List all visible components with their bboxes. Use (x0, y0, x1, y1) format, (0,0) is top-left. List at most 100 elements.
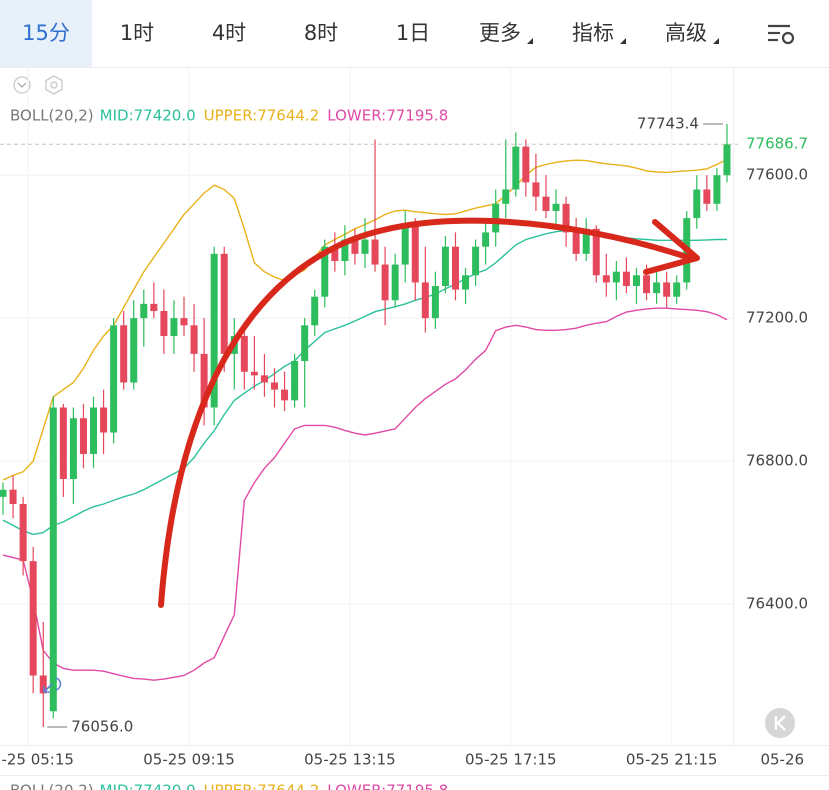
collapse-icon[interactable] (13, 76, 31, 94)
reset-button-glyph (774, 715, 786, 731)
legend-entry: UPPER:77644.2 (204, 107, 320, 125)
candle-body (170, 318, 178, 337)
marker-icon (43, 677, 62, 693)
candle-body (673, 282, 681, 297)
tab[interactable]: 指标 (572, 21, 614, 45)
tab[interactable]: 更多 (479, 21, 521, 45)
candle-body (291, 361, 299, 401)
candle-body (632, 275, 640, 286)
candle-body (663, 282, 671, 297)
candle-body (9, 489, 17, 504)
tab[interactable]: 4时 (212, 21, 246, 45)
candle-body (210, 253, 218, 408)
candle-body (472, 246, 480, 276)
candle-body (240, 336, 248, 372)
indicator-label: BOLL(20,2) (10, 107, 94, 125)
candle-body (512, 146, 520, 190)
max-label: 77743.4 (637, 114, 699, 132)
candle-body (552, 203, 560, 211)
candle-body (180, 318, 188, 326)
candle-body (120, 325, 128, 383)
candle-body (592, 228, 600, 276)
legend-entry: MID:77420.0 (100, 107, 196, 125)
candle-body (462, 275, 470, 290)
x-tick-label: 05-25 05:15 (0, 751, 74, 769)
last-price-box (738, 133, 829, 156)
legend: BOLL(20,2) MID:77420.0 UPPER:77644.2 LOWER:… (10, 107, 448, 125)
collapse-icon-chevron (17, 82, 27, 88)
candle-body (59, 407, 67, 479)
candle-body (653, 282, 661, 294)
tab[interactable]: 1时 (120, 21, 154, 45)
candle-body (260, 375, 268, 383)
candle-body (79, 418, 87, 454)
candle-body (190, 325, 198, 354)
candle-body (110, 325, 118, 433)
tab[interactable]: 1日 (396, 21, 430, 45)
y-tick-label: 76800.0 (746, 452, 808, 470)
reset-button[interactable] (765, 708, 795, 738)
tab[interactable]: 8时 (304, 21, 338, 45)
tab-dropdown-caret (527, 38, 533, 44)
candle-body (200, 353, 208, 408)
tab[interactable]: 15分 (22, 21, 70, 45)
tab-dropdown-caret (620, 38, 626, 44)
candle-body (451, 246, 459, 290)
candle-body (411, 225, 419, 283)
candle-body (492, 203, 500, 233)
candle-body (391, 264, 399, 301)
candle-body (421, 282, 429, 319)
candle-body (341, 239, 349, 261)
legend-lower-pane: BOLL(20,2) MID:77420.0 UPPER:77644.2 LOWER:… (10, 782, 448, 790)
candle-body (522, 146, 530, 183)
candle-body (703, 189, 711, 204)
trend-arrow (158, 217, 693, 608)
indicator-line (2, 307, 728, 681)
candle-body (311, 296, 319, 326)
tab[interactable]: 高级 (665, 21, 707, 45)
candle-body (441, 246, 449, 286)
candle-body (612, 271, 620, 283)
candle-body (160, 311, 168, 337)
candle-body (542, 196, 550, 211)
plot-area: 76400.0 76800.0 77200.0 77600.0 77743.4 76056… (0, 68, 808, 745)
legend-entry: UPPER:77644.2 (204, 782, 320, 790)
candle-body (331, 246, 339, 261)
candle-body (220, 253, 228, 354)
tab-bar: 15分 1时 4时 8时 1日 更多 指标 高级 (0, 0, 829, 68)
last-price-label: 77686.7 (746, 135, 808, 153)
tab-dropdown-caret (713, 38, 719, 44)
candle-body (602, 275, 610, 283)
candle-body (572, 232, 580, 254)
x-tick-label: 05-25 13:15 (304, 751, 396, 769)
x-tick-label: 05-26 (760, 751, 804, 769)
legend-entry: LOWER:77195.8 (327, 782, 448, 790)
legend-entry: MID:77420.0 (100, 782, 196, 790)
candle-body (401, 225, 409, 265)
candle-body (301, 325, 309, 362)
indicator-label: BOLL(20,2) (10, 782, 94, 790)
candle-body (562, 203, 570, 233)
candle-body (270, 382, 278, 390)
candle-body (321, 246, 329, 297)
tab-active-bg (0, 0, 92, 67)
x-tick-label: 05-25 17:15 (465, 751, 557, 769)
candle-body (250, 371, 258, 376)
candle-body (431, 285, 439, 319)
candle-body (0, 489, 7, 497)
indicator-settings-icon[interactable] (45, 75, 63, 95)
candle-body (69, 418, 77, 479)
candle-body (29, 561, 37, 676)
y-tick-label: 76400.0 (746, 595, 808, 613)
min-label: 76056.0 (71, 717, 133, 735)
candle-body (582, 228, 590, 254)
candle-body (482, 232, 490, 247)
candle-body (351, 239, 359, 254)
candle-body (39, 675, 47, 694)
candle-body (140, 303, 148, 319)
trend-arrow-head (643, 219, 700, 275)
indicator-settings-dot (50, 81, 58, 89)
settings-icon[interactable] (768, 24, 795, 45)
